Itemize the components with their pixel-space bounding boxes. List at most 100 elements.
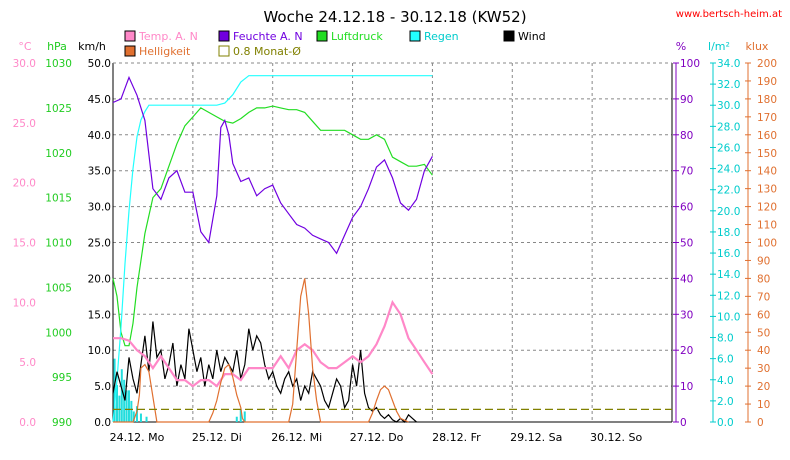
tick-label-rain: 6.0 (717, 354, 734, 366)
legend-swatch (316, 30, 328, 42)
tick-label-rain: 4.0 (717, 375, 734, 387)
axis-pressure: hPa 990 995 1000 1005 1010 1015 1020 1025 1030 (45, 40, 72, 429)
tick-label-pressure: 1020 (45, 148, 72, 160)
x-tick-label: 25.12. Di (192, 431, 242, 444)
tick-label-temp: 10.0 (13, 297, 36, 309)
tick-label-light: 130 (757, 184, 777, 196)
tick-label-rain: 18.0 (717, 227, 740, 239)
tick-label-wind: 50.0 (88, 58, 111, 70)
source-url: www.bertsch-heim.at (676, 9, 782, 20)
rain-bar (115, 385, 118, 422)
legend-label: Helligkeit (139, 45, 191, 58)
tick-label-light: 0 (757, 417, 764, 429)
grid (112, 62, 673, 423)
legend-label: Feuchte A. N (233, 30, 303, 43)
tick-label-temp: 25.0 (13, 118, 36, 130)
tick-label-rain: 32.0 (717, 79, 740, 91)
tick-label-humidity: 10 (680, 381, 693, 393)
tick-label-temp: 0.0 (19, 417, 36, 429)
legend-item-temp-a-n: Temp. A. N (124, 30, 198, 43)
tick-label-temp: 5.0 (19, 357, 36, 369)
axis-unit-wind: km/h (78, 40, 106, 53)
tick-label-light: 50 (757, 327, 770, 339)
legend-label: Temp. A. N (138, 30, 198, 43)
axis-rain: l/m² 0.0 2.0 4.0 6.0 8.0 10.0 12.0 14.0 16.0 18.0 2… (708, 40, 740, 429)
tick-label-humidity: 100 (680, 58, 700, 70)
legend-item-0-8-monat: 0.8 Monat-Ø (218, 45, 301, 58)
axis-wind: km/h 0.0 5.0 10.0 15.0 20.0 25.0 30.0 35.0 40.0 45… (78, 40, 111, 429)
tick-label-light: 170 (757, 112, 777, 124)
tick-label-wind: 20.0 (88, 273, 111, 285)
tick-label-rain: 26.0 (717, 142, 740, 154)
x-tick-label: 27.12. Do (350, 431, 404, 444)
series-line-regen (112, 75, 433, 423)
tick-label-pressure: 1005 (45, 282, 72, 294)
axis-unit-rain: l/m² (708, 40, 730, 53)
axis-unit-light: klux (746, 40, 769, 53)
tick-label-light: 110 (757, 220, 777, 232)
rain-bar (139, 413, 142, 422)
tick-label-rain: 34.0 (717, 58, 740, 70)
tick-label-light: 60 (757, 309, 770, 321)
x-tick-label: 30.12. So (590, 431, 642, 444)
tick-label-rain: 22.0 (717, 185, 740, 197)
legend-swatch (503, 30, 515, 42)
plot-area (112, 75, 672, 423)
tick-label-humidity: 0 (680, 417, 687, 429)
series-line-helligkeit (113, 278, 409, 423)
legend-item-wind: Wind (503, 30, 546, 43)
tick-label-humidity: 90 (680, 94, 693, 106)
tick-label-rain: 20.0 (717, 206, 740, 218)
axis-light: klux 0 10 20 30 40 50 60 70 80 90 100 110 120 130 140 15… (745, 40, 777, 429)
tick-label-rain: 8.0 (717, 333, 734, 345)
legend-swatch (409, 30, 421, 42)
x-tick-label: 26.12. Mi (271, 431, 322, 444)
tick-label-pressure: 990 (52, 417, 72, 429)
rain-bar (125, 390, 128, 422)
tick-label-pressure: 995 (52, 372, 72, 384)
tick-label-wind: 10.0 (88, 345, 111, 357)
series-line-luftdruck (112, 105, 433, 347)
tick-label-pressure: 1025 (45, 103, 72, 115)
tick-label-humidity: 80 (680, 130, 693, 142)
tick-label-humidity: 30 (680, 309, 693, 321)
tick-label-pressure: 1010 (45, 238, 72, 250)
tick-label-humidity: 20 (680, 345, 693, 357)
axis-unit-temp: °C (18, 40, 32, 53)
tick-label-temp: 20.0 (13, 178, 36, 190)
legend-swatch (124, 45, 136, 57)
tick-label-rain: 28.0 (717, 121, 740, 133)
tick-label-wind: 25.0 (88, 238, 111, 250)
tick-label-light: 90 (757, 255, 770, 267)
rain-bar (130, 400, 133, 422)
tick-label-pressure: 1000 (45, 327, 72, 339)
axis-temp: °C 0.0 5.0 10.0 15.0 20.0 25.0 30.0 (13, 40, 36, 429)
tick-label-rain: 0.0 (717, 417, 734, 429)
axes: °C0.05.010.015.020.025.030.0hPa990995100… (13, 40, 777, 429)
rain-bar (123, 379, 126, 422)
tick-label-rain: 30.0 (717, 100, 740, 112)
rain-bar (127, 390, 130, 422)
tick-label-wind: 30.0 (88, 202, 111, 214)
legend-item-feuchte-a-n: Feuchte A. N (218, 30, 303, 43)
axis-unit-pressure: hPa (47, 40, 67, 53)
tick-label-pressure: 1015 (45, 193, 72, 205)
tick-label-light: 150 (757, 148, 777, 160)
rain-bar (239, 409, 242, 422)
x-axis: 24.12. Mo 25.12. Di 26.12. Mi 27.12. Do 28.1… (110, 431, 643, 444)
legend-label: Luftdruck (331, 30, 383, 43)
legend-label: Wind (518, 30, 546, 43)
x-tick-label: 29.12. Sa (510, 431, 562, 444)
tick-label-light: 80 (757, 273, 770, 285)
tick-label-light: 140 (757, 166, 777, 178)
tick-label-light: 40 (757, 345, 770, 357)
tick-label-wind: 40.0 (88, 130, 111, 142)
tick-label-rain: 12.0 (717, 290, 740, 302)
x-tick-label: 24.12. Mo (110, 431, 165, 444)
legend-swatch (218, 30, 230, 42)
tick-label-light: 20 (757, 381, 770, 393)
series-line-wind (112, 321, 417, 423)
rain-bar (113, 358, 116, 422)
axis-unit-humidity: % (676, 40, 686, 53)
